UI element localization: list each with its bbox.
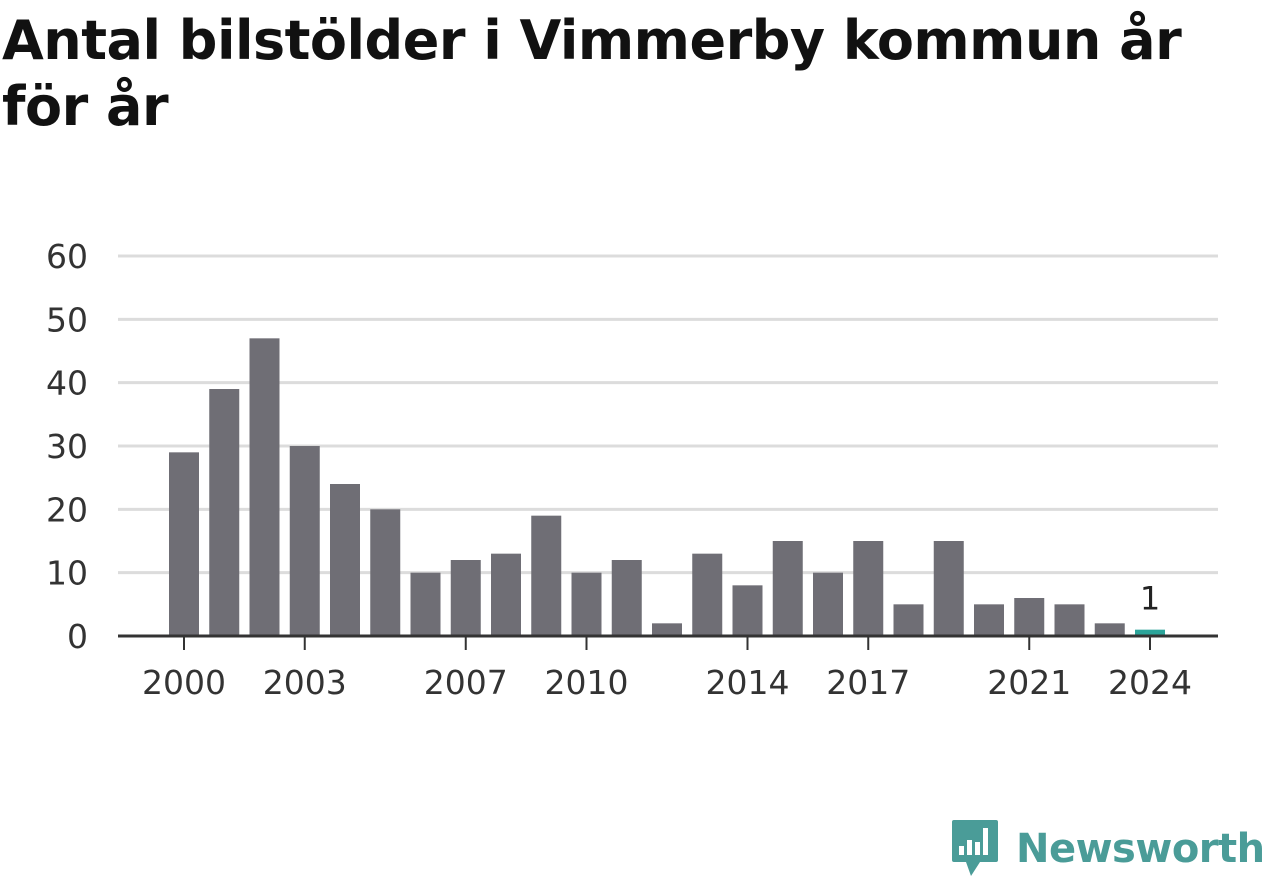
bar-2016 [813,572,843,636]
y-tick-label: 20 [46,490,88,529]
bar-2014 [732,585,763,636]
y-axis-ticks: 0 10 20 30 40 50 60 [46,237,88,656]
x-tick-label: 2003 [263,663,347,702]
y-tick-label: 50 [46,300,88,339]
brand-name: Newsworthy [1016,826,1262,872]
bar-2015 [772,541,803,636]
bar-2024 [1135,629,1165,636]
bar-2023 [1094,623,1125,636]
bar-2005 [370,509,401,636]
x-tick-label: 2024 [1108,663,1192,702]
bar-2001 [209,389,240,636]
bar-2021 [1014,598,1045,636]
data-labels: 1 [1140,580,1160,618]
bar-2007 [450,560,481,636]
data-label-2024: 1 [1140,580,1160,618]
x-tick-label: 2021 [987,663,1071,702]
bar-2002 [249,338,280,636]
x-tick-label: 2010 [545,663,629,702]
y-tick-label: 60 [46,237,88,276]
bar-2011 [611,560,642,636]
x-tick-label: 2007 [424,663,508,702]
bar-2000 [169,452,199,636]
newsworthy-logo-icon [952,820,998,876]
bar-2012 [652,623,682,636]
bar-2009 [531,515,562,636]
bar-2006 [410,572,441,636]
y-tick-label: 30 [46,427,88,466]
bar-2018 [893,604,924,636]
bar-2004 [330,484,360,636]
bars [169,338,1165,636]
bar-2019 [933,541,964,636]
x-tick-label: 2017 [826,663,910,702]
bar-2013 [692,553,723,636]
bar-2017 [853,541,884,636]
bar-2008 [491,553,521,636]
y-tick-label: 0 [67,617,88,656]
bar-2003 [289,446,320,636]
y-tick-label: 10 [46,554,88,593]
x-tick-label: 2000 [142,663,226,702]
brand-logo[interactable]: Newsworthy [950,818,1262,880]
bar-2022 [1054,604,1085,636]
x-tick-label: 2014 [706,663,790,702]
chart-title: Antal bilstölder i Vimmerby kommun år fö… [2,9,1182,138]
gridlines [118,254,1218,575]
bar-2010 [571,572,602,636]
x-axis: 2000 2003 2007 2010 2014 2017 2021 2024 [118,634,1218,702]
bar-2020 [974,604,1004,636]
y-tick-label: 40 [46,364,88,403]
